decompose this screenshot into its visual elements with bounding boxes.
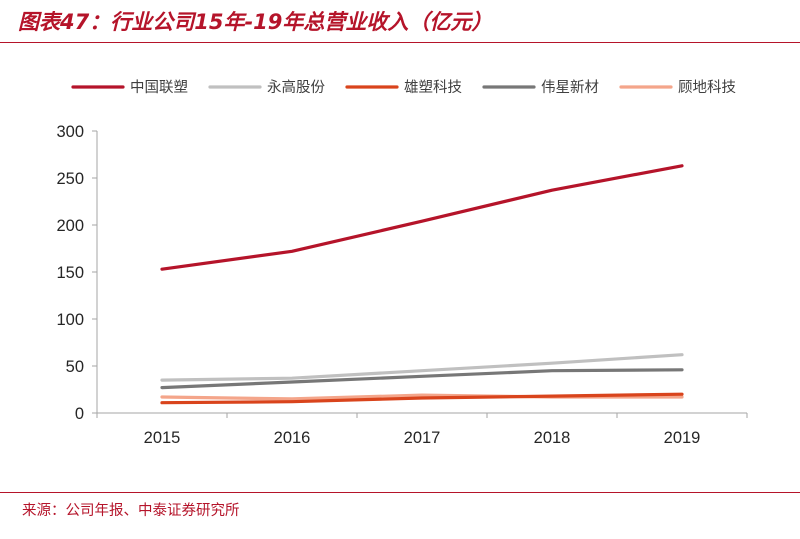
x-tick-label: 2016: [274, 429, 311, 447]
series-line-2: [160, 353, 684, 382]
x-tick-label: 2018: [534, 429, 571, 447]
series-line-1: [160, 164, 684, 271]
series-line-3: [160, 392, 684, 405]
legend-label-4: 伟星新材: [541, 79, 599, 96]
y-tick-label: 300: [56, 123, 84, 141]
legend-label-2: 永高股份: [267, 79, 325, 96]
legend: 中国联塑 永高股份 雄塑科技 伟星新材 顾地科技: [71, 79, 736, 96]
y-tick-label: 150: [56, 264, 84, 282]
source-note: 来源：公司年报、中泰证券研究所: [22, 503, 240, 519]
y-tick-label: 200: [56, 217, 84, 235]
series-line-4: [160, 368, 684, 390]
x-tick-label: 2019: [664, 429, 701, 447]
y-tick-label: 0: [75, 405, 84, 423]
legend-label-5: 顾地科技: [678, 79, 736, 96]
series-lines: [160, 164, 684, 405]
chart-title: 图表47：行业公司15年-19年总营业收入（亿元）: [18, 10, 493, 34]
legend-label-1: 中国联塑: [130, 79, 188, 96]
footer-divider: [0, 492, 800, 493]
y-tick-label: 250: [56, 170, 84, 188]
x-tick-label: 2017: [404, 429, 441, 447]
axes: 0 50 100 150 200 250 300 2015 2016 2017 2018 2019: [56, 123, 748, 447]
title-divider: [0, 42, 800, 43]
y-tick-label: 100: [56, 311, 84, 329]
x-tick-label: 2015: [144, 429, 181, 447]
y-tick-label: 50: [66, 358, 84, 376]
legend-label-3: 雄塑科技: [404, 79, 462, 96]
